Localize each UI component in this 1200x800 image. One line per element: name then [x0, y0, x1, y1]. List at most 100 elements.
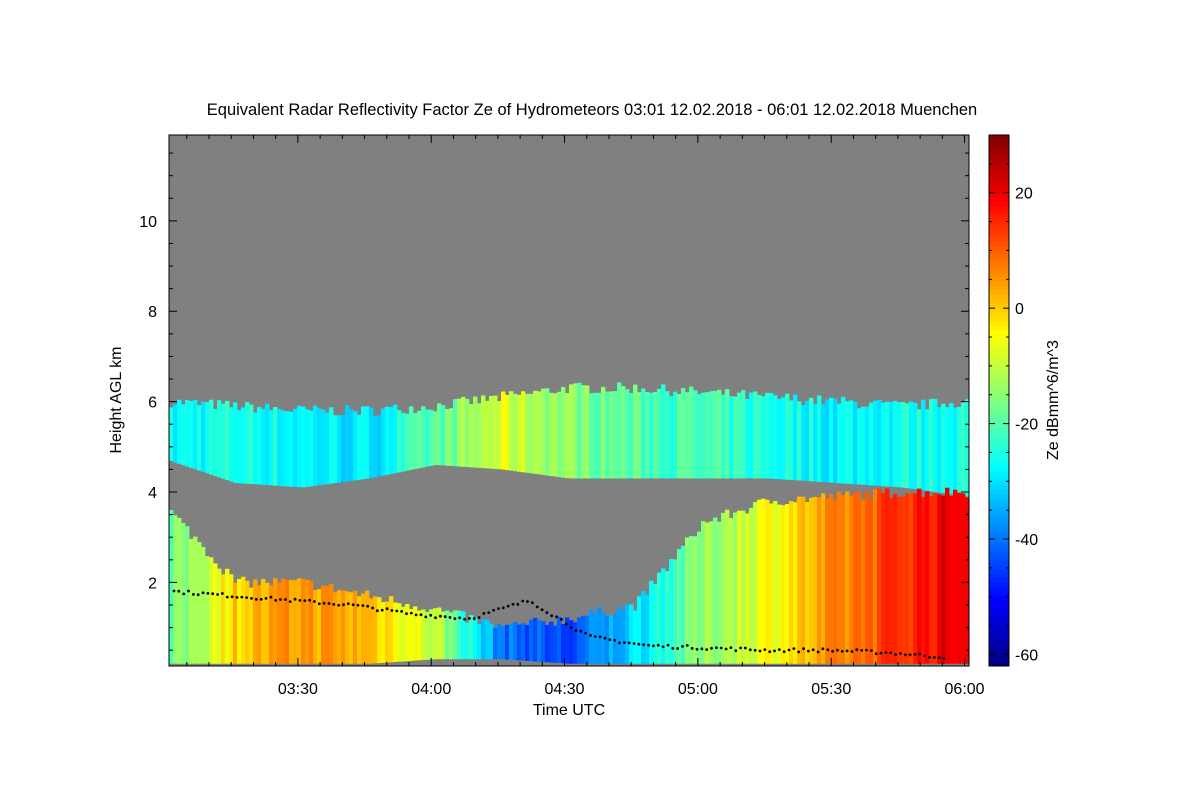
colorbar-segment: [989, 329, 1009, 335]
echo-column: [181, 404, 186, 466]
echo-column: [649, 580, 654, 664]
echo-column: [397, 603, 402, 662]
echo-column: [205, 402, 210, 474]
colorbar-segment: [989, 289, 1009, 295]
colorbar-segment: [989, 232, 1009, 238]
colorbar-segment: [989, 599, 1009, 605]
colorbar-segment: [989, 214, 1009, 220]
echo-column: [177, 399, 182, 464]
echo-column: [745, 513, 750, 664]
colorbar-segment: [989, 378, 1009, 384]
echo-column: [729, 518, 734, 664]
colorbar-segment: [989, 661, 1009, 667]
echo-column: [349, 592, 354, 664]
marker-point: [211, 592, 215, 596]
echo-column: [173, 404, 178, 463]
echo-column: [569, 620, 574, 664]
marker-point: [753, 648, 757, 652]
echo-column: [273, 578, 278, 664]
echo-column: [861, 500, 866, 664]
colorbar-segment: [989, 471, 1009, 477]
marker-point: [816, 650, 820, 654]
echo-column: [453, 610, 458, 660]
colorbar-segment: [989, 205, 1009, 211]
colorbar-segment: [989, 577, 1009, 583]
echo-column: [773, 501, 778, 664]
echo-column: [621, 386, 626, 479]
echo-column: [945, 487, 950, 664]
echo-column: [269, 585, 274, 664]
colorbar-segment: [989, 608, 1009, 614]
marker-point: [850, 650, 854, 653]
echo-column: [341, 414, 346, 482]
marker-point: [501, 606, 505, 610]
marker-point: [497, 607, 500, 610]
echo-column: [405, 413, 410, 471]
x-tick-label: 05:00: [678, 681, 718, 698]
echo-column: [785, 393, 790, 480]
colorbar-segment: [989, 396, 1009, 401]
echo-column: [409, 609, 414, 661]
echo-column: [941, 495, 946, 664]
echo-column: [841, 495, 846, 664]
marker-point: [763, 648, 767, 651]
echo-column: [845, 401, 850, 484]
echo-column: [725, 389, 730, 479]
echo-column: [805, 400, 810, 481]
marker-point: [216, 593, 220, 596]
colorbar-segment: [989, 581, 1009, 587]
echo-column: [657, 389, 662, 479]
marker-point: [264, 597, 268, 600]
colorbar-segment: [989, 630, 1009, 636]
echo-column: [693, 390, 698, 479]
echo-layer-2: [169, 487, 970, 664]
colorbar-segment: [989, 157, 1009, 163]
colorbar-segment: [989, 418, 1009, 424]
echo-column: [281, 410, 286, 487]
marker-point: [802, 647, 805, 651]
marker-point: [192, 593, 195, 596]
echo-column: [849, 400, 854, 484]
marker-point: [671, 647, 675, 650]
marker-point: [652, 644, 655, 648]
echo-column: [393, 602, 398, 662]
echo-column: [601, 612, 606, 664]
echo-column: [709, 391, 714, 479]
plot-frame: [168, 134, 970, 667]
marker-point: [540, 608, 544, 612]
echo-column: [917, 488, 922, 664]
echo-column: [749, 507, 754, 664]
echo-column: [373, 596, 378, 664]
echo-column: [509, 391, 514, 471]
echo-column: [757, 499, 762, 664]
marker-point: [855, 648, 859, 652]
echo-layer-1: [169, 382, 970, 497]
marker-point: [376, 609, 379, 613]
marker-point: [734, 649, 738, 653]
colorbar-segment: [989, 338, 1009, 344]
echo-column: [689, 536, 694, 664]
marker-point: [526, 600, 529, 603]
echo-column: [561, 387, 566, 478]
colorbar-segment: [989, 387, 1009, 393]
echo-column: [593, 613, 598, 664]
colorbar-segment: [989, 365, 1009, 371]
marker-point: [434, 616, 437, 620]
echo-column: [741, 510, 746, 664]
marker-point: [361, 604, 365, 607]
marker-point: [463, 617, 466, 621]
echo-column: [701, 392, 706, 479]
colorbar-segment: [989, 342, 1009, 348]
marker-point: [623, 641, 626, 644]
marker-point: [492, 608, 495, 612]
echo-column: [645, 594, 650, 664]
echo-column: [705, 392, 710, 479]
echo-column: [529, 619, 534, 662]
colorbar-segment: [989, 170, 1009, 176]
echo-column: [905, 493, 910, 664]
marker-point: [337, 603, 341, 607]
echo-column: [257, 585, 262, 664]
marker-point: [453, 617, 457, 620]
colorbar-segment: [989, 626, 1009, 632]
echo-column: [849, 495, 854, 664]
